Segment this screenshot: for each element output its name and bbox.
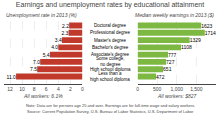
svg-text:7.5: 7.5 [30,66,37,72]
svg-text:Note: Data are for persons age: Note: Data are for persons age 25 and ov… [26,103,195,108]
svg-text:Associate's degree: Associate's degree [91,52,129,57]
svg-text:1108: 1108 [181,44,192,50]
svg-text:Unemployment rate in 2013 (%): Unemployment rate in 2013 (%) [6,12,77,18]
svg-text:All workers: $827: All workers: $827 [157,93,197,99]
svg-text:0: 0 [81,86,84,92]
svg-text:Earnings and unemployment rate: Earnings and unemployment rates by educa… [16,1,204,9]
svg-text:6: 6 [45,86,48,92]
svg-text:651: 651 [163,66,172,72]
svg-text:Bachelor's degree: Bachelor's degree [92,45,129,50]
svg-text:2: 2 [69,86,72,92]
svg-text:1329: 1329 [190,37,201,43]
svg-text:8: 8 [33,86,36,92]
svg-text:Master's degree: Master's degree [94,38,127,43]
svg-text:0: 0 [136,86,139,92]
svg-text:Median weekly earnings in 2013: Median weekly earnings in 2013 ($) [135,12,214,18]
svg-text:4.0: 4.0 [51,44,58,50]
svg-text:Source: Current Population Sur: Source: Current Population Survey, U.S. … [27,109,194,114]
svg-text:12: 12 [7,86,13,92]
svg-text:10: 10 [19,86,25,92]
svg-text:Less than ahigh school diploma: Less than ahigh school diploma [90,71,130,82]
svg-text:High school diploma: High school diploma [90,67,131,72]
svg-text:5.4: 5.4 [43,52,50,58]
svg-text:7.0: 7.0 [33,59,40,65]
svg-text:Professional degree: Professional degree [90,30,131,35]
svg-text:Doctoral degree: Doctoral degree [94,23,127,28]
svg-text:1,000: 1,000 [171,86,184,92]
svg-text:All workers: 6.1%: All workers: 6.1% [23,93,63,99]
svg-text:2.2: 2.2 [62,23,69,29]
svg-text:1714: 1714 [205,30,216,36]
svg-text:4: 4 [57,86,60,92]
svg-text:500: 500 [153,86,162,92]
svg-text:1,500: 1,500 [190,86,203,92]
svg-text:727: 727 [166,59,175,65]
svg-text:777: 777 [168,52,177,58]
svg-text:2.3: 2.3 [61,30,68,36]
svg-text:11.0: 11.0 [6,74,16,80]
svg-text:472: 472 [156,74,165,80]
svg-text:Some college,no degree: Some college,no degree [96,56,125,67]
svg-text:3.4: 3.4 [55,37,62,43]
svg-text:1623: 1623 [201,23,212,29]
